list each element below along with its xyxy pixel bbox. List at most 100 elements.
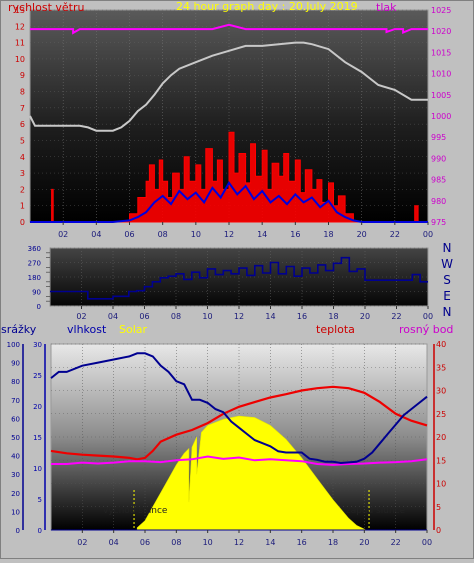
wind-speed-tick-label: 12 (15, 22, 25, 31)
rain-tick-label: 50 (11, 434, 20, 442)
rain-tick-label: 10 (11, 508, 20, 516)
wind-speed-tick-label: 8 (20, 88, 25, 97)
humidity-tick-label: 15 (33, 434, 42, 442)
temperature-x-tick-label: 18 (328, 538, 338, 547)
wind-speed-tick-label: 0 (20, 218, 25, 227)
humidity-tick-label: 5 (38, 496, 42, 504)
direction-x-tick-label: 02 (76, 312, 86, 321)
wind-speed-tick-label: 11 (15, 39, 25, 48)
wind-speed-tick-label: 13 (15, 6, 25, 15)
humidity-tick-label: 20 (33, 403, 42, 411)
top-x-tick-label: 18 (323, 230, 333, 239)
pressure-tick-label: 980 (431, 197, 446, 206)
humidity-tick-label: 30 (33, 341, 42, 349)
pressure-tick-label: 1010 (431, 70, 451, 79)
direction-x-tick-label: 08 (171, 312, 181, 321)
pressure-tick-label: 975 (431, 218, 446, 227)
rain-tick-label: 40 (11, 453, 20, 461)
solar-label: Solar (119, 323, 148, 336)
wind-speed-tick-label: 1 (20, 202, 25, 211)
humidity-tick-label: 25 (33, 372, 42, 380)
direction-x-tick-label: 00 (423, 312, 433, 321)
compass-letter: N (443, 305, 452, 319)
pressure-tick-label: 1005 (431, 91, 451, 100)
direction-x-tick-label: 04 (108, 312, 118, 321)
pressure-tick-label: 995 (431, 133, 446, 142)
pressure-series (30, 23, 428, 35)
temperature-tick-label: 25 (436, 410, 446, 419)
direction-x-tick-label: 06 (139, 312, 149, 321)
top-x-tick-label: 02 (58, 230, 68, 239)
direction-x-tick-label: 16 (297, 312, 307, 321)
pressure-tick-label: 990 (431, 154, 446, 163)
compass-letter: W (441, 257, 453, 271)
temperature-tick-label: 40 (436, 340, 446, 349)
graph-title: 24 hour graph day : 20.July 2019 (176, 0, 358, 13)
wind-pressure-series (29, 23, 428, 223)
wind-direction-series (50, 256, 428, 300)
temperature-x-tick-label: 16 (297, 538, 307, 547)
wind-pressure-axes: 0123456789101112139759809859909951000100… (15, 6, 452, 239)
pressure-tick-label: 1000 (431, 112, 451, 121)
rain-tick-label: 80 (11, 378, 20, 386)
direction-tick-label: 180 (28, 274, 41, 282)
temperature-tick-label: 10 (436, 480, 446, 489)
wind-direction-grid (50, 247, 428, 307)
rain-tick-label: 0 (16, 527, 20, 535)
wind-direction-series (50, 256, 428, 300)
pressure-tick-label: 1020 (431, 27, 451, 36)
temperature-x-tick-label: 22 (391, 538, 401, 547)
temperature-series (50, 385, 428, 461)
temperature-tick-label: 20 (436, 433, 446, 442)
wind-speed-tick-label: 9 (20, 71, 25, 80)
rain-tick-label: 60 (11, 415, 20, 423)
temperature-x-tick-label: 00 (422, 538, 432, 547)
humidity-tick-label: 10 (33, 465, 42, 473)
pressure-tick-label: 1015 (431, 48, 451, 57)
humidity-tick-label: 0 (38, 527, 42, 535)
compass-letter: E (443, 289, 451, 303)
temperature-x-tick-label: 06 (140, 538, 150, 547)
top-x-tick-label: 10 (191, 230, 201, 239)
wind-speed-tick-label: 4 (20, 153, 25, 162)
direction-tick-label: 270 (28, 260, 41, 268)
humidity-label: vlhkost (67, 323, 107, 336)
compass-letter: N (443, 241, 452, 255)
wind-average-series (29, 41, 428, 132)
temperature-tick-label: 0 (436, 526, 441, 535)
direction-x-tick-label: 22 (391, 312, 401, 321)
temperature-x-tick-label: 04 (109, 538, 119, 547)
temperature-x-tick-label: 02 (77, 538, 87, 547)
direction-x-tick-label: 18 (328, 312, 338, 321)
wind-speed-tick-label: 5 (20, 136, 25, 145)
rain-label: srážky (1, 323, 37, 336)
rain-tick-label: 70 (11, 397, 20, 405)
rain-tick-label: 90 (11, 360, 20, 368)
direction-x-tick-label: 14 (265, 312, 275, 321)
temperature-tick-label: 15 (436, 456, 446, 465)
dewpoint-series (51, 455, 428, 466)
temperature-x-tick-label: 14 (265, 538, 275, 547)
dewpoint-label: rosný bod (399, 323, 453, 336)
top-x-tick-label: 16 (290, 230, 300, 239)
humidity-series (50, 352, 428, 465)
wind-speed-label: rychlost větru (8, 1, 84, 14)
compass-letter: S (443, 273, 451, 287)
sunset-label: západ slunce (346, 506, 406, 516)
top-x-tick-label: 14 (257, 230, 267, 239)
temperature-tick-label: 5 (436, 503, 441, 512)
top-x-tick-label: 22 (390, 230, 400, 239)
temperature-x-tick-label: 12 (234, 538, 244, 547)
direction-x-tick-label: 20 (360, 312, 370, 321)
wind-low-series (30, 181, 428, 223)
temperature-tick-label: 30 (436, 387, 446, 396)
pressure-tick-label: 985 (431, 176, 446, 185)
wind-speed-tick-label: 10 (15, 55, 25, 64)
temperature-label: teplota (316, 323, 355, 336)
top-x-tick-label: 20 (357, 230, 367, 239)
wind-pressure-grid (30, 9, 428, 223)
direction-tick-label: 0 (37, 303, 41, 311)
direction-tick-label: 360 (28, 245, 41, 253)
